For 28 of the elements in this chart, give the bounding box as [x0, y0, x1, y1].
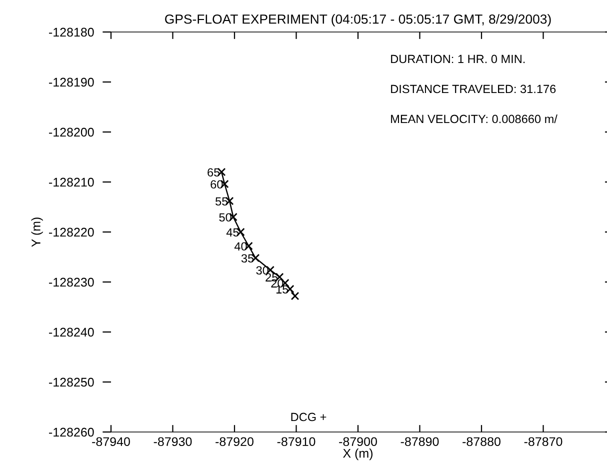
y-tick-label: -128180: [49, 28, 94, 37]
x-tick-label: -87870: [524, 437, 562, 446]
y-tick-label: -128190: [49, 78, 94, 87]
x-axis-title: X (m): [343, 448, 372, 460]
annotation: DURATION: 1 HR. 0 MIN.: [391, 54, 525, 64]
annotation: 50: [219, 213, 232, 222]
chart-title: GPS-FLOAT EXPERIMENT (04:05:17 - 05:05:17 GMT, 8/29/2003): [165, 14, 551, 26]
point: [290, 292, 300, 300]
x-tick-label: -87880: [462, 437, 500, 446]
y-tick-label: -128240: [49, 328, 94, 337]
y-tick-label: -128230: [49, 278, 94, 287]
y-tick-label: -128200: [49, 128, 94, 137]
x-tick-label: -87920: [216, 437, 254, 446]
x-tick-label: -87900: [339, 437, 377, 446]
y-tick-label: -128220: [49, 228, 94, 237]
y-tick-label: -128260: [49, 428, 94, 437]
y-axis-title: Y (m): [31, 218, 43, 247]
annotation: 40: [234, 242, 247, 251]
y-tick-label: -128210: [49, 178, 94, 187]
x-tick-label: -87890: [400, 437, 439, 446]
annotation: MEAN VELOCITY: 0.008660 m/: [391, 114, 558, 124]
x-tick-label: -87910: [277, 437, 316, 446]
annotation: 60: [210, 180, 223, 189]
y-tick-label: -128250: [49, 378, 94, 387]
x-tick-label: -87930: [154, 437, 192, 446]
x-tick-label: -87940: [92, 437, 130, 446]
annotation: DISTANCE TRAVELED: 31.176: [391, 84, 556, 94]
annotation: DCG +: [291, 412, 326, 422]
